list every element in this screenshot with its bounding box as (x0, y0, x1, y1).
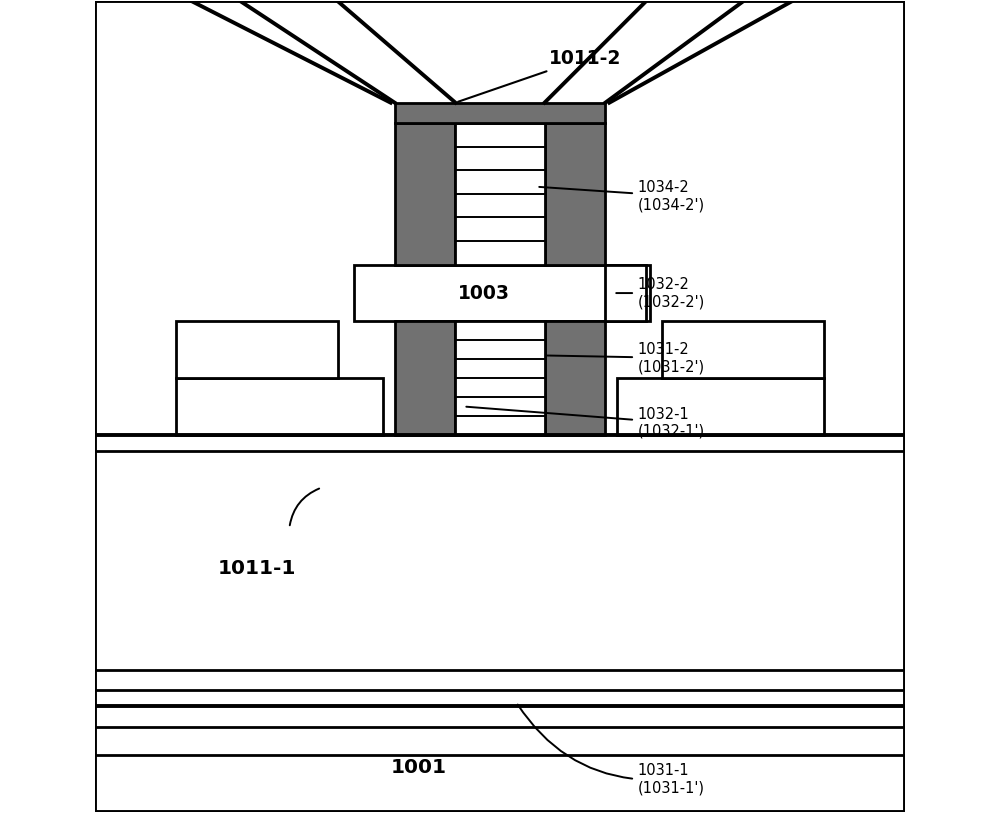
Bar (662, 321, 824, 378)
Bar (176, 321, 338, 378)
Text: 1032-2
(1032-2'): 1032-2 (1032-2') (616, 277, 705, 309)
Text: 1001: 1001 (391, 758, 447, 776)
Bar (617, 378, 824, 435)
Bar (545, 321, 605, 435)
Bar (455, 123, 545, 265)
Bar (395, 102, 605, 123)
Text: 1011-2: 1011-2 (458, 49, 621, 102)
Text: 1003: 1003 (458, 284, 510, 302)
Text: 1032-1
(1032-1'): 1032-1 (1032-1') (466, 406, 705, 439)
Bar (455, 321, 545, 435)
Text: 1011-1: 1011-1 (218, 559, 296, 578)
Bar (176, 378, 383, 435)
Bar (605, 265, 646, 321)
Bar (354, 265, 650, 321)
Bar (545, 123, 605, 265)
Bar (395, 321, 455, 435)
Text: 1031-2
(1031-2'): 1031-2 (1031-2') (547, 341, 705, 374)
Bar (395, 123, 455, 265)
Text: 1034-2
(1034-2'): 1034-2 (1034-2') (539, 180, 705, 212)
Text: 1031-1
(1031-1'): 1031-1 (1031-1') (518, 705, 705, 795)
